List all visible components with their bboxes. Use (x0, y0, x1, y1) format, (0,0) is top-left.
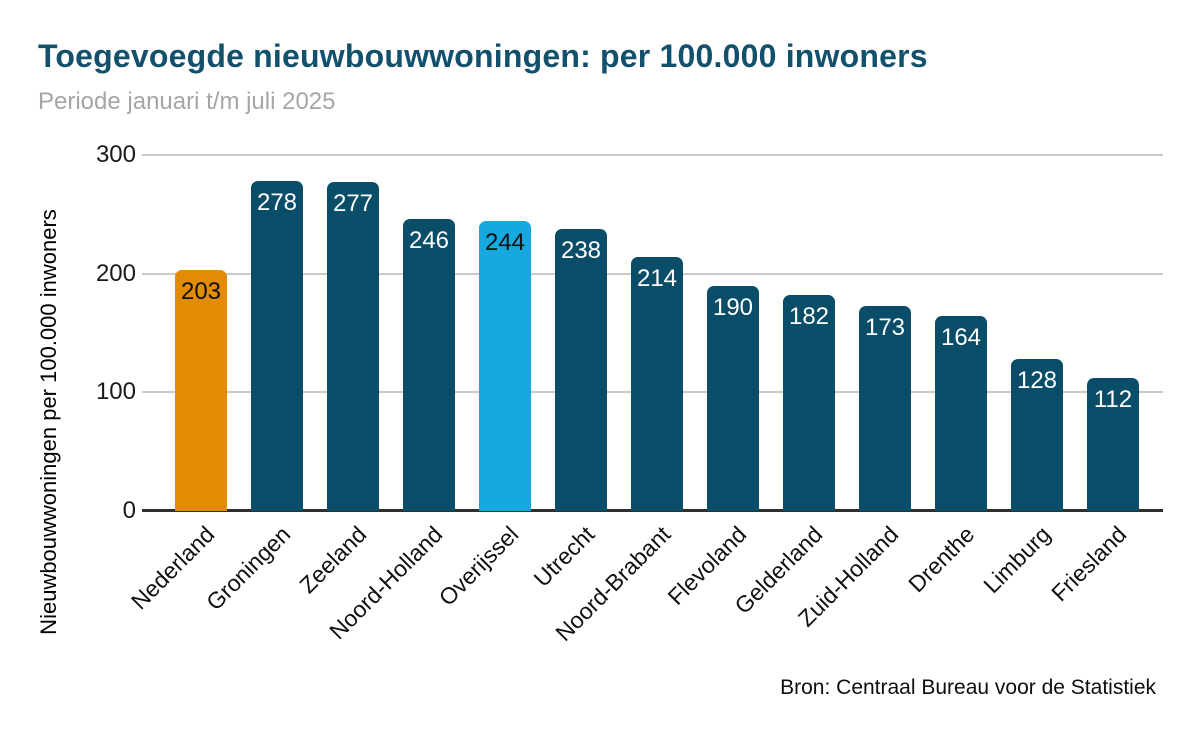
bar-gelderland: 182 (783, 295, 835, 511)
bar-value-label-noord-holland: 246 (408, 227, 450, 254)
bar-value-label-utrecht: 238 (560, 237, 602, 264)
bar-overijssel: 244 (479, 221, 531, 511)
chart-title: Toegevoegde nieuwbouwwoningen: per 100.0… (38, 38, 928, 74)
bar-value-label-noord-brabant: 214 (636, 265, 678, 292)
y-tick-label-200: 200 (95, 259, 136, 287)
source-credit: Bron: Centraal Bureau voor de Statistiek (780, 676, 1156, 699)
bar-zuid-holland: 173 (859, 306, 911, 511)
bar-noord-brabant: 214 (631, 257, 683, 511)
bar-value-label-gelderland: 182 (788, 303, 830, 330)
bar-groningen: 278 (251, 181, 303, 511)
bar-noord-holland: 246 (403, 219, 455, 511)
y-tick-label-100: 100 (95, 378, 136, 406)
y-axis-title: Nieuwbouwwoningen per 100.000 inwoners (36, 209, 61, 635)
bar-flevoland: 190 (707, 286, 759, 511)
bar-value-label-nederland: 203 (180, 278, 222, 305)
bar-friesland: 112 (1087, 378, 1139, 511)
bar-value-label-zeeland: 277 (332, 190, 374, 217)
y-tick-label-0: 0 (122, 497, 136, 524)
bar-value-label-groningen: 278 (256, 189, 298, 216)
gridline-300 (142, 154, 1163, 156)
bar-drenthe: 164 (935, 316, 987, 511)
bar-value-label-zuid-holland: 173 (864, 314, 906, 341)
bar-value-label-friesland: 112 (1093, 386, 1133, 413)
bar-zeeland: 277 (327, 182, 379, 511)
bar-value-label-drenthe: 164 (940, 324, 982, 351)
bar-value-label-overijssel: 244 (484, 229, 526, 256)
bar-utrecht: 238 (555, 229, 607, 511)
chart-subtitle: Periode januari t/m juli 2025 (38, 88, 336, 115)
bar-value-label-limburg: 128 (1016, 367, 1058, 394)
bar-limburg: 128 (1011, 359, 1063, 511)
y-tick-label-300: 300 (95, 141, 136, 168)
plot-area: 0 100 200 300 203 Nederland 278 Groningen 277 Zee… (96, 141, 1163, 646)
bar-value-label-flevoland: 190 (712, 294, 754, 321)
bar-nederland: 203 (175, 270, 227, 511)
